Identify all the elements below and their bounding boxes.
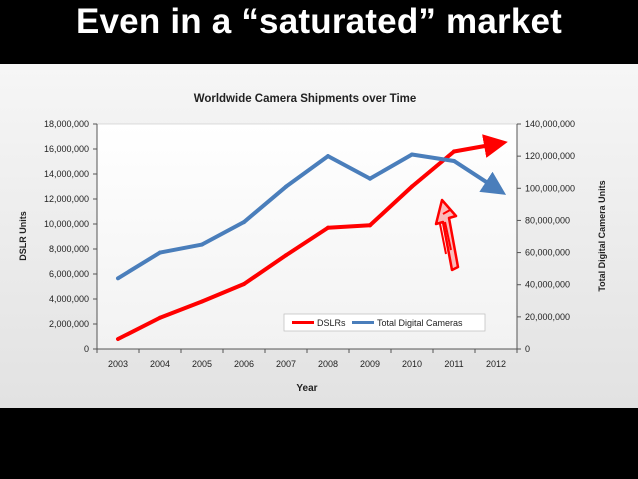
y-axis-right-label: Total Digital Camera Units <box>597 180 607 291</box>
chart-panel: Worldwide Camera Shipments over Time Yea… <box>0 64 638 408</box>
series-total-digital-cameras-segment <box>284 154 330 189</box>
series-dslrs-segment <box>242 253 288 286</box>
hand-drawn-up-arrow <box>434 198 460 272</box>
line-chart: Worldwide Camera Shipments over Time Yea… <box>18 93 607 394</box>
series-total-digital-cameras-segment <box>158 242 204 255</box>
series-dslrs-segment <box>452 134 508 158</box>
y-right-tick-label: 100,000,000 <box>525 183 575 193</box>
series-dslrs-point <box>158 315 162 320</box>
series-total-digital-cameras-point <box>158 250 162 255</box>
y-left-tick-label: 18,000,000 <box>44 119 89 129</box>
series-dslrs-point <box>284 253 288 258</box>
x-tick-label: 2010 <box>402 359 422 369</box>
series-total-digital-cameras-point <box>116 276 120 281</box>
y-left-tick-label: 6,000,000 <box>49 269 89 279</box>
x-tick-label: 2003 <box>108 359 128 369</box>
series-dslrs-point <box>242 282 246 286</box>
y-right-tick-label: 40,000,000 <box>525 280 570 290</box>
series-total-digital-cameras-segment <box>326 154 372 181</box>
x-tick-label: 2011 <box>444 359 463 369</box>
y-left-tick-label: 12,000,000 <box>44 194 89 204</box>
series-layer <box>116 134 508 341</box>
series-dslrs-point <box>116 337 120 341</box>
series-total-digital-cameras-point <box>452 159 456 163</box>
y-left-tick-label: 14,000,000 <box>44 169 89 179</box>
legend-label-dslrs: DSLRs <box>317 318 346 328</box>
x-tick-label: 2007 <box>276 359 296 369</box>
series-dslrs-point <box>200 299 204 304</box>
series-dslrs-point <box>452 149 456 154</box>
series-dslrs-segment <box>326 223 372 230</box>
chart-title: Worldwide Camera Shipments over Time <box>194 93 417 105</box>
series-total-digital-cameras-point <box>410 152 414 157</box>
y-right-tick-label: 20,000,000 <box>525 312 570 322</box>
series-dslrs-point <box>410 184 414 189</box>
x-tick-label: 2005 <box>192 359 212 369</box>
series-total-digital-cameras-segment <box>452 158 507 195</box>
series-dslrs-segment <box>368 184 414 228</box>
arrow-scribble <box>439 209 452 255</box>
x-tick-label: 2009 <box>360 359 380 369</box>
series-dslrs-segment <box>116 315 162 341</box>
series-dslrs-segment <box>200 282 246 304</box>
series-total-digital-cameras-segment <box>116 250 162 281</box>
y-left-tick-label: 2,000,000 <box>49 319 89 329</box>
series-dslrs-point <box>368 223 372 228</box>
y-left-tick-label: 10,000,000 <box>44 219 89 229</box>
y-left-tick-label: 16,000,000 <box>44 144 89 154</box>
series-total-digital-cameras-point <box>284 184 288 189</box>
legend: DSLRs Total Digital Cameras <box>283 313 486 332</box>
x-tick-label: 2008 <box>318 359 338 369</box>
series-total-digital-cameras-segment <box>368 152 414 181</box>
y-axis-left-ticks: 0 2,000,000 4,000,000 6,000,000 8,000,000 10,… <box>44 119 97 354</box>
series-total-digital-cameras-segment <box>200 220 246 247</box>
y-right-tick-label: 120,000,000 <box>525 151 575 161</box>
y-right-tick-label: 140,000,000 <box>525 119 575 129</box>
series-total-digital-cameras-point <box>200 242 204 247</box>
y-left-tick-label: 4,000,000 <box>49 294 89 304</box>
series-total-digital-cameras-segment <box>242 184 288 225</box>
series-total-digital-cameras-point <box>242 220 246 224</box>
slide-title: Even in a “saturated” market <box>75 2 563 41</box>
legend-box <box>283 313 486 332</box>
series-total-digital-cameras-point <box>494 186 498 191</box>
series-total-digital-cameras-point <box>326 154 330 158</box>
series-dslrs-segment <box>158 299 204 320</box>
legend-label-total-digital-cameras: Total Digital Cameras <box>377 318 463 328</box>
y-axis-left-label: DSLR Units <box>18 211 28 261</box>
y-right-tick-label: 0 <box>525 344 530 354</box>
y-left-tick-label: 0 <box>84 344 89 354</box>
x-tick-label: 2004 <box>150 359 170 369</box>
x-axis-ticks: 2003 2004 2005 2006 2007 2008 2009 2010 2011 2012 <box>96 349 518 369</box>
x-tick-label: 2006 <box>234 359 254 369</box>
series-dslrs-point <box>326 225 330 230</box>
series-dslrs-point <box>494 142 498 146</box>
series-dslrs-segment <box>410 149 456 189</box>
y-right-tick-label: 60,000,000 <box>525 248 570 258</box>
y-left-tick-label: 8,000,000 <box>49 244 89 254</box>
x-axis-label: Year <box>296 383 317 394</box>
series-total-digital-cameras-segment <box>410 152 456 163</box>
series-dslrs-segment <box>284 225 330 258</box>
series-total-digital-cameras-point <box>368 176 372 181</box>
x-tick-label: 2012 <box>486 359 506 369</box>
y-right-tick-label: 80,000,000 <box>525 215 570 225</box>
y-axis-right-ticks: 0 20,000,000 40,000,000 60,000,000 80,000,00… <box>517 119 575 354</box>
